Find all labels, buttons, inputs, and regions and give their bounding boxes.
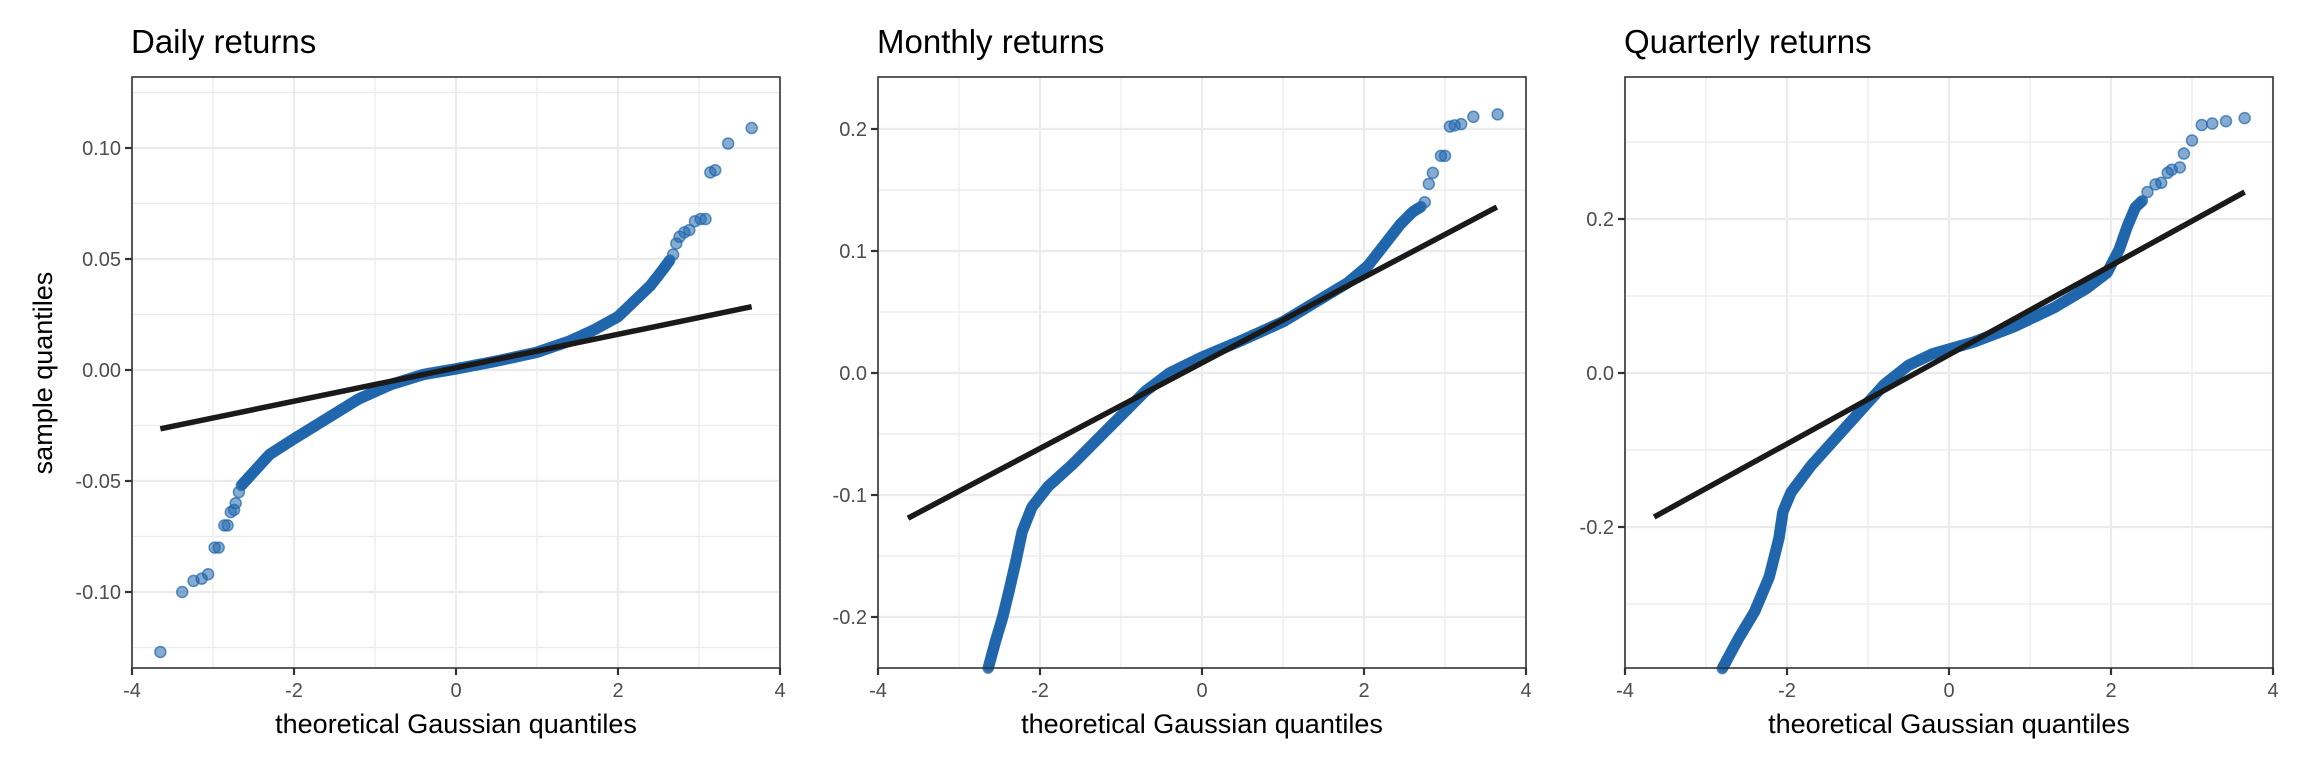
data-point-outlier (175, 585, 189, 599)
sample-quantile-points (982, 108, 1504, 674)
data-point-outlier (2173, 161, 2187, 174)
panel-title: Monthly returns (877, 23, 1104, 60)
axes: -4 -2 0 2 4 -0.2 0.0 0.2 (1580, 209, 2279, 702)
y-tick-label: 0.1 (839, 241, 867, 263)
y-tick-label: -0.10 (75, 582, 121, 604)
data-point-outlier (683, 223, 696, 237)
y-tick-label: 0.10 (82, 138, 121, 160)
y-tick-label: -0.1 (833, 485, 867, 507)
data-point-outlier (1467, 110, 1480, 124)
data-point-outlier (229, 496, 242, 510)
x-tick-label: -4 (869, 680, 887, 702)
data-point-outlier (699, 212, 712, 226)
data-point-outlier (2238, 111, 2251, 125)
axes: -4 -2 0 2 4 -0.10 -0.05 0.00 0.05 0.10 (75, 138, 785, 702)
x-tick-label: -2 (1778, 680, 1796, 702)
y-tick-label: 0.2 (1586, 209, 1614, 231)
x-tick-label: 0 (1196, 680, 1207, 702)
y-tick-label: -0.2 (1580, 517, 1614, 539)
data-point-outlier (666, 248, 680, 261)
x-tick-label: -2 (285, 680, 303, 702)
reference-line (906, 204, 1499, 521)
grid-lines (1623, 77, 2275, 668)
x-tick-label: -4 (123, 680, 141, 702)
data-point-outlier (2177, 147, 2191, 160)
data-point-outlier (1426, 166, 1440, 180)
panel-daily: Daily returns -4 -2 0 2 4 -0.10 -0.05 0.00 0.05 0… (75, 23, 785, 739)
x-tick-label: 2 (1358, 680, 1369, 702)
data-point-outlier (1438, 149, 1452, 163)
y-tick-label: -0.05 (75, 471, 121, 493)
reference-line (1652, 189, 2246, 520)
reference-line (159, 304, 753, 432)
y-tick-label: 0.0 (1586, 363, 1614, 385)
data-point-outlier (2154, 176, 2168, 190)
panel-quarterly: Quarterly returns -4 -2 0 2 4 -0.2 0.0 0.2 theo… (1580, 23, 2279, 739)
data-point-outlier (212, 541, 225, 554)
data-point-outlier (721, 137, 735, 150)
panel-title: Quarterly returns (1624, 23, 1872, 60)
data-point-outlier (745, 121, 758, 135)
sample-quantile-points (1716, 111, 2251, 675)
data-point-outlier (708, 163, 722, 177)
x-axis-label: theoretical Gaussian quantiles (1768, 709, 2130, 739)
data-point-outlier (2219, 114, 2233, 128)
panel-title: Daily returns (131, 23, 316, 60)
panel-monthly: Monthly returns -4 -2 0 2 4 -0.2 -0.1 0.0 0.1 0.2… (833, 23, 1532, 739)
x-tick-label: 0 (450, 680, 461, 702)
x-tick-label: 2 (2105, 680, 2116, 702)
data-point-outlier (154, 645, 167, 659)
y-tick-label: 0.00 (82, 360, 121, 382)
data-point-outlier (1422, 177, 1436, 191)
data-point-outlier (1418, 195, 1431, 209)
y-tick-label: 0.2 (839, 119, 867, 141)
data-point-outlier (2195, 118, 2208, 132)
y-axis-label: sample quantiles (28, 272, 58, 475)
data-point-outlier (2206, 117, 2219, 130)
x-tick-label: 4 (2267, 680, 2278, 702)
x-tick-label: 4 (1520, 680, 1531, 702)
data-point-outlier (1491, 108, 1504, 121)
data-point-outlier (1454, 117, 1468, 131)
y-tick-label: 0.0 (839, 363, 867, 385)
data-point-outlier (201, 567, 215, 581)
y-tick-label: -0.2 (833, 607, 867, 629)
x-tick-label: 2 (612, 680, 623, 702)
data-point-outlier (2141, 185, 2154, 199)
x-tick-label: -2 (1031, 680, 1049, 702)
x-tick-label: 0 (1943, 680, 1954, 702)
y-tick-label: 0.05 (82, 249, 121, 271)
x-axis-label: theoretical Gaussian quantiles (1021, 709, 1383, 739)
data-point-outlier (221, 519, 234, 532)
x-tick-label: 4 (774, 680, 785, 702)
grid-lines (876, 77, 1528, 668)
x-axis-label: theoretical Gaussian quantiles (275, 709, 637, 739)
data-point-outlier (2185, 134, 2199, 147)
axes: -4 -2 0 2 4 -0.2 -0.1 0.0 0.1 0.2 (833, 119, 1532, 702)
x-tick-label: -4 (1616, 680, 1634, 702)
data-point-outlier (232, 485, 246, 499)
